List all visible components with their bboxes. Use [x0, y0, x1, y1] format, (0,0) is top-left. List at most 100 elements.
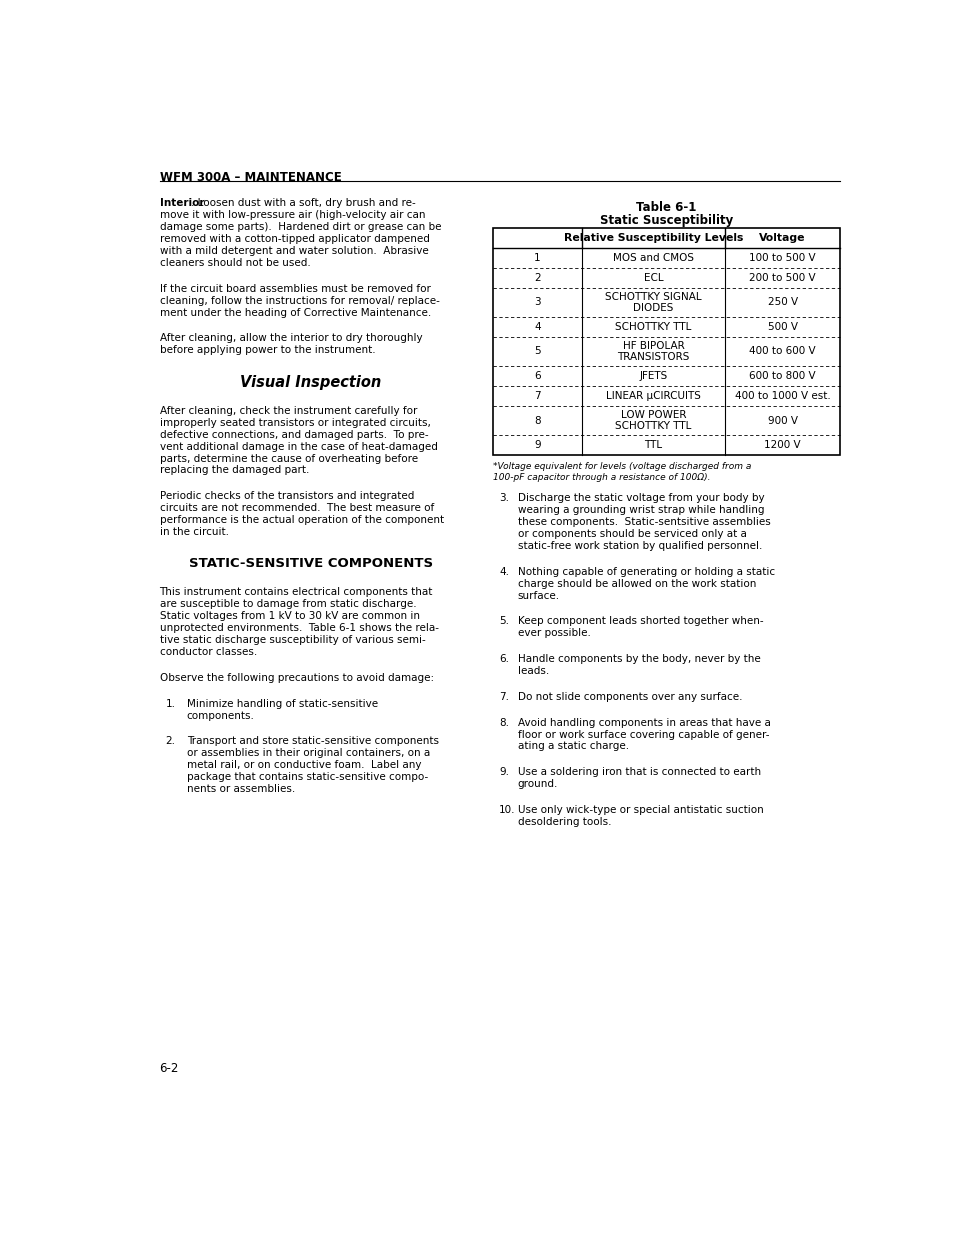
Text: conductor classes.: conductor classes.	[159, 647, 256, 657]
Text: 400 to 1000 V est.: 400 to 1000 V est.	[734, 391, 830, 401]
Text: 2.: 2.	[166, 736, 175, 746]
Text: 4.: 4.	[498, 567, 509, 577]
Text: cleaners should not be used.: cleaners should not be used.	[159, 258, 310, 268]
Text: ground.: ground.	[517, 779, 558, 789]
Text: Handle components by the body, never by the: Handle components by the body, never by …	[517, 655, 760, 664]
Text: Interior: Interior	[159, 199, 204, 209]
Text: TTL: TTL	[644, 441, 662, 451]
Text: damage some parts).  Hardened dirt or grease can be: damage some parts). Hardened dirt or gre…	[159, 222, 440, 232]
Text: 3.: 3.	[498, 493, 509, 503]
Text: leads.: leads.	[517, 666, 548, 676]
Text: 7: 7	[534, 391, 540, 401]
Text: SCHOTTKY SIGNAL: SCHOTTKY SIGNAL	[604, 291, 701, 301]
Text: charge should be allowed on the work station: charge should be allowed on the work sta…	[517, 579, 755, 589]
Text: ment under the heading of Corrective Maintenance.: ment under the heading of Corrective Mai…	[159, 308, 431, 317]
Text: Static voltages from 1 kV to 30 kV are common in: Static voltages from 1 kV to 30 kV are c…	[159, 611, 419, 621]
Text: 900 V: 900 V	[767, 416, 797, 426]
Text: Relative Susceptibility Levels: Relative Susceptibility Levels	[563, 232, 742, 242]
Text: unprotected environments.  Table 6-1 shows the rela-: unprotected environments. Table 6-1 show…	[159, 624, 438, 634]
Text: Keep component leads shorted together when-: Keep component leads shorted together wh…	[517, 616, 762, 626]
Text: desoldering tools.: desoldering tools.	[517, 816, 611, 827]
Text: Visual Inspection: Visual Inspection	[240, 375, 381, 390]
Text: . Loosen dust with a soft, dry brush and re-: . Loosen dust with a soft, dry brush and…	[191, 199, 416, 209]
Text: 200 to 500 V: 200 to 500 V	[748, 273, 815, 283]
Text: ECL: ECL	[643, 273, 662, 283]
Text: JFETS: JFETS	[639, 372, 667, 382]
Text: 5: 5	[534, 347, 540, 357]
Text: parts, determine the cause of overheating before: parts, determine the cause of overheatin…	[159, 453, 417, 463]
Text: package that contains static-sensitive compo-: package that contains static-sensitive c…	[187, 772, 428, 782]
Text: these components.  Static-sentsitive assemblies: these components. Static-sentsitive asse…	[517, 517, 769, 527]
Text: Use only wick-type or special antistatic suction: Use only wick-type or special antistatic…	[517, 805, 762, 815]
Text: vent additional damage in the case of heat-damaged: vent additional damage in the case of he…	[159, 442, 437, 452]
Text: metal rail, or on conductive foam.  Label any: metal rail, or on conductive foam. Label…	[187, 761, 420, 771]
Text: performance is the actual operation of the component: performance is the actual operation of t…	[159, 515, 443, 525]
Text: wearing a grounding wrist strap while handling: wearing a grounding wrist strap while ha…	[517, 505, 763, 515]
Text: with a mild detergent and water solution.  Abrasive: with a mild detergent and water solution…	[159, 246, 428, 256]
Text: in the circuit.: in the circuit.	[159, 527, 229, 537]
Text: circuits are not recommended.  The best measure of: circuits are not recommended. The best m…	[159, 503, 434, 514]
Text: Do not slide components over any surface.: Do not slide components over any surface…	[517, 692, 741, 701]
Text: 100-pF capacitor through a resistance of 100Ω).: 100-pF capacitor through a resistance of…	[493, 473, 710, 482]
Text: Use a soldering iron that is connected to earth: Use a soldering iron that is connected t…	[517, 767, 760, 777]
Text: removed with a cotton-tipped applicator dampened: removed with a cotton-tipped applicator …	[159, 235, 429, 245]
Text: 400 to 600 V: 400 to 600 V	[748, 347, 815, 357]
Text: SCHOTTKY TTL: SCHOTTKY TTL	[615, 322, 691, 332]
Text: Voltage: Voltage	[759, 232, 805, 242]
Text: After cleaning, check the instrument carefully for: After cleaning, check the instrument car…	[159, 406, 416, 416]
Text: 600 to 800 V: 600 to 800 V	[748, 372, 815, 382]
Text: 1: 1	[534, 252, 540, 263]
Text: Transport and store static-sensitive components: Transport and store static-sensitive com…	[187, 736, 438, 746]
Text: 2: 2	[534, 273, 540, 283]
Text: WFM 300A – MAINTENANCE: WFM 300A – MAINTENANCE	[159, 172, 341, 184]
Bar	[493, 227, 840, 456]
Text: before applying power to the instrument.: before applying power to the instrument.	[159, 346, 375, 356]
Text: 6.: 6.	[498, 655, 509, 664]
Text: Observe the following precautions to avoid damage:: Observe the following precautions to avo…	[159, 673, 434, 683]
Text: LINEAR μCIRCUITS: LINEAR μCIRCUITS	[605, 391, 700, 401]
Text: 10.: 10.	[498, 805, 515, 815]
Text: 500 V: 500 V	[767, 322, 797, 332]
Text: SCHOTTKY TTL: SCHOTTKY TTL	[615, 421, 691, 431]
Text: 6-2: 6-2	[159, 1062, 179, 1074]
Text: ating a static charge.: ating a static charge.	[517, 741, 628, 751]
Text: nents or assemblies.: nents or assemblies.	[187, 784, 294, 794]
Text: 4: 4	[534, 322, 540, 332]
Text: 1200 V: 1200 V	[763, 441, 801, 451]
Text: MOS and CMOS: MOS and CMOS	[613, 252, 694, 263]
Text: defective connections, and damaged parts.  To pre-: defective connections, and damaged parts…	[159, 430, 428, 440]
Text: DIODES: DIODES	[633, 303, 673, 312]
Text: Periodic checks of the transistors and integrated: Periodic checks of the transistors and i…	[159, 492, 414, 501]
Text: 250 V: 250 V	[767, 298, 797, 308]
Text: surface.: surface.	[517, 590, 559, 600]
Text: 3: 3	[534, 298, 540, 308]
Text: Discharge the static voltage from your body by: Discharge the static voltage from your b…	[517, 493, 763, 503]
Text: cleaning, follow the instructions for removal/ replace-: cleaning, follow the instructions for re…	[159, 295, 439, 305]
Text: Avoid handling components in areas that have a: Avoid handling components in areas that …	[517, 718, 770, 727]
Text: STATIC-SENSITIVE COMPONENTS: STATIC-SENSITIVE COMPONENTS	[189, 557, 433, 569]
Text: 100 to 500 V: 100 to 500 V	[748, 252, 815, 263]
Text: are susceptible to damage from static discharge.: are susceptible to damage from static di…	[159, 599, 416, 609]
Text: ever possible.: ever possible.	[517, 629, 590, 638]
Text: HF BIPOLAR: HF BIPOLAR	[622, 341, 683, 351]
Text: move it with low-pressure air (high-velocity air can: move it with low-pressure air (high-velo…	[159, 210, 425, 220]
Text: or assemblies in their original containers, on a: or assemblies in their original containe…	[187, 748, 430, 758]
Text: LOW POWER: LOW POWER	[620, 410, 685, 420]
Text: 8: 8	[534, 416, 540, 426]
Text: Static Susceptibility: Static Susceptibility	[599, 214, 732, 227]
Text: After cleaning, allow the interior to dry thoroughly: After cleaning, allow the interior to dr…	[159, 333, 422, 343]
Text: or components should be serviced only at a: or components should be serviced only at…	[517, 529, 745, 538]
Text: *Voltage equivalent for levels (voltage discharged from a: *Voltage equivalent for levels (voltage …	[493, 462, 750, 471]
Text: Table 6-1: Table 6-1	[636, 200, 696, 214]
Text: TRANSISTORS: TRANSISTORS	[617, 352, 689, 362]
Text: 9: 9	[534, 441, 540, 451]
Text: This instrument contains electrical components that: This instrument contains electrical comp…	[159, 588, 433, 598]
Text: components.: components.	[187, 710, 254, 721]
Text: 1.: 1.	[166, 699, 175, 709]
Text: static-free work station by qualified personnel.: static-free work station by qualified pe…	[517, 541, 761, 551]
Text: 5.: 5.	[498, 616, 509, 626]
Text: floor or work surface covering capable of gener-: floor or work surface covering capable o…	[517, 730, 768, 740]
Text: tive static discharge susceptibility of various semi-: tive static discharge susceptibility of …	[159, 635, 425, 645]
Text: 6: 6	[534, 372, 540, 382]
Text: If the circuit board assemblies must be removed for: If the circuit board assemblies must be …	[159, 284, 430, 294]
